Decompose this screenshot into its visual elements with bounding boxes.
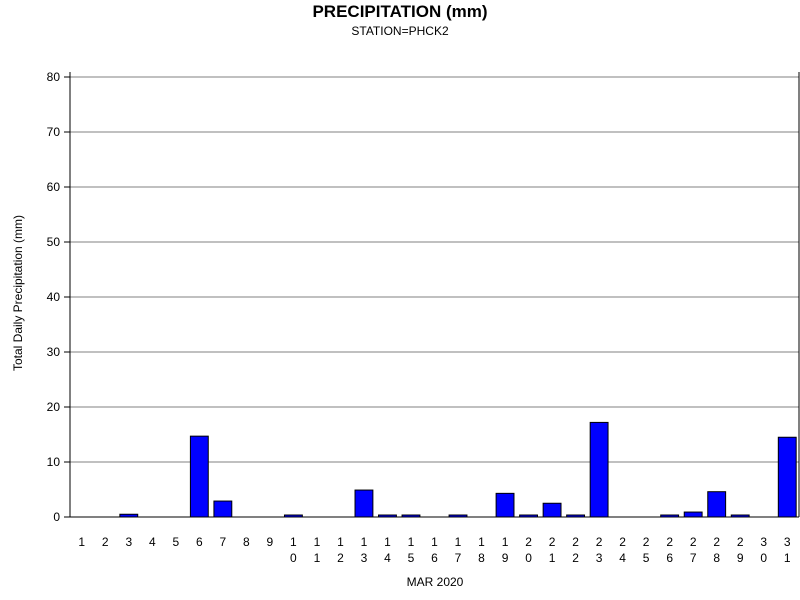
y-tick-label: 20 [47, 400, 61, 414]
x-tick-label: 7 [220, 535, 227, 549]
bar [495, 492, 515, 518]
gridlines [70, 76, 799, 463]
y-tick-label: 60 [47, 180, 61, 194]
x-tick-label: 8 [243, 535, 250, 549]
x-tick-label: 5 [172, 535, 179, 549]
y-tick-label: 70 [47, 125, 61, 139]
chart-subtitle: STATION=PHCK2 [351, 24, 449, 38]
y-tick-label: 0 [53, 510, 60, 524]
x-tick-label: 4 [149, 535, 156, 549]
x-tick-label: 9 [267, 535, 274, 549]
bar [777, 436, 797, 518]
bar [542, 502, 562, 518]
axes [64, 72, 800, 518]
y-tick-labels: 0 10 20 30 40 50 60 70 80 [47, 70, 61, 524]
bar [589, 421, 609, 518]
bar [213, 500, 233, 518]
x-tick-label: 3 [125, 535, 132, 549]
y-axis-label: Total Daily Precipitation (mm) [11, 215, 25, 371]
x-tick-label: 1 [78, 535, 85, 549]
chart-title: PRECIPITATION (mm) [312, 2, 487, 21]
y-tick-label: 50 [47, 235, 61, 249]
x-tick-labels: 1 2 3 4 5 6 7 8 9 1 01 11 21 31 41 51 61 71 81 92 02 12 22 32 42… [78, 535, 790, 565]
x-tick-label: 6 [196, 535, 203, 549]
y-tick-label: 40 [47, 290, 61, 304]
y-tick-label: 80 [47, 70, 61, 84]
bars [119, 421, 797, 518]
y-tick-label: 30 [47, 345, 61, 359]
y-tick-label: 10 [47, 455, 61, 469]
bar [354, 489, 374, 518]
bar [189, 435, 209, 518]
x-tick-label: 2 [102, 535, 109, 549]
bar [707, 491, 727, 518]
x-axis-label: MAR 2020 [407, 575, 464, 589]
bar [683, 511, 703, 518]
